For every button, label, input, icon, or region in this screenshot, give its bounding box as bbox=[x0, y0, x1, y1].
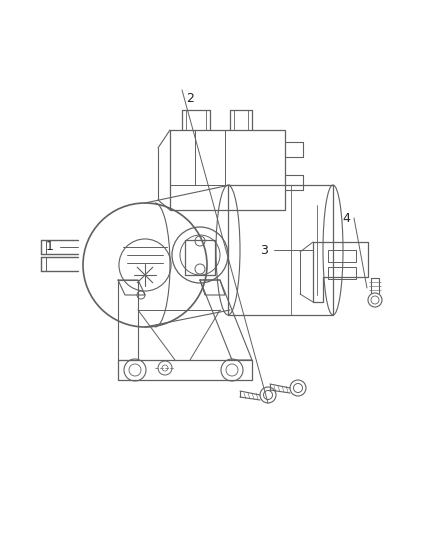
Text: 4: 4 bbox=[342, 212, 350, 224]
Bar bbox=[328, 267, 356, 279]
Bar bbox=[170, 130, 285, 210]
Bar bbox=[228, 185, 333, 315]
Bar bbox=[328, 250, 356, 262]
Text: 3: 3 bbox=[260, 244, 268, 256]
Text: 1: 1 bbox=[46, 240, 54, 254]
Text: 2: 2 bbox=[186, 92, 194, 104]
